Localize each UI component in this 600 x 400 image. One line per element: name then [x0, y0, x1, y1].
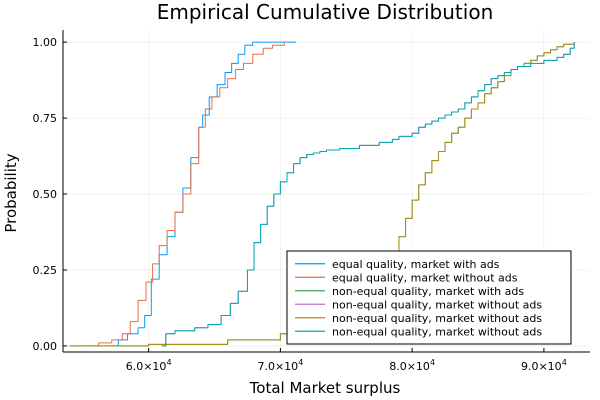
series-line-1 [86, 42, 285, 347]
y-tick-label-3: 0.75 [33, 112, 58, 125]
y-tick-label-2: 0.50 [33, 188, 58, 201]
y-tick-label-1: 0.25 [33, 264, 58, 277]
legend-label-3: non-equal quality, market without ads [332, 298, 542, 311]
legend-label-1: equal quality, market without ads [332, 271, 518, 284]
y-axis-title: Probability [2, 153, 20, 232]
legend-label-0: equal quality, market with ads [332, 258, 500, 271]
legend-label-2: non-equal quality, market with ads [332, 285, 524, 298]
axes-layer: 6.0×104 7.0×104 8.0×104 9.0×104 0.00 0.25 0.50… [33, 30, 590, 373]
x-axis-title: Total Market surplus [249, 379, 401, 397]
series-line-5 [161, 42, 575, 347]
legend-box [286, 250, 572, 345]
chart-title: Empirical Cumulative Distribution [157, 0, 494, 24]
y-tick-label-0: 0.00 [33, 340, 58, 353]
legend-label-5: non-equal quality, market without ads [332, 325, 542, 338]
x-tick-label-2: 8.0×104 [389, 358, 435, 373]
x-tick-label-1: 7.0×104 [257, 358, 303, 373]
y-tick-label-4: 1.00 [33, 36, 58, 49]
x-tick-label-0: 6.0×104 [126, 358, 172, 373]
x-tick-label-3: 9.0×104 [521, 358, 567, 373]
legend-label-4: non-equal quality, market without ads [332, 312, 542, 325]
